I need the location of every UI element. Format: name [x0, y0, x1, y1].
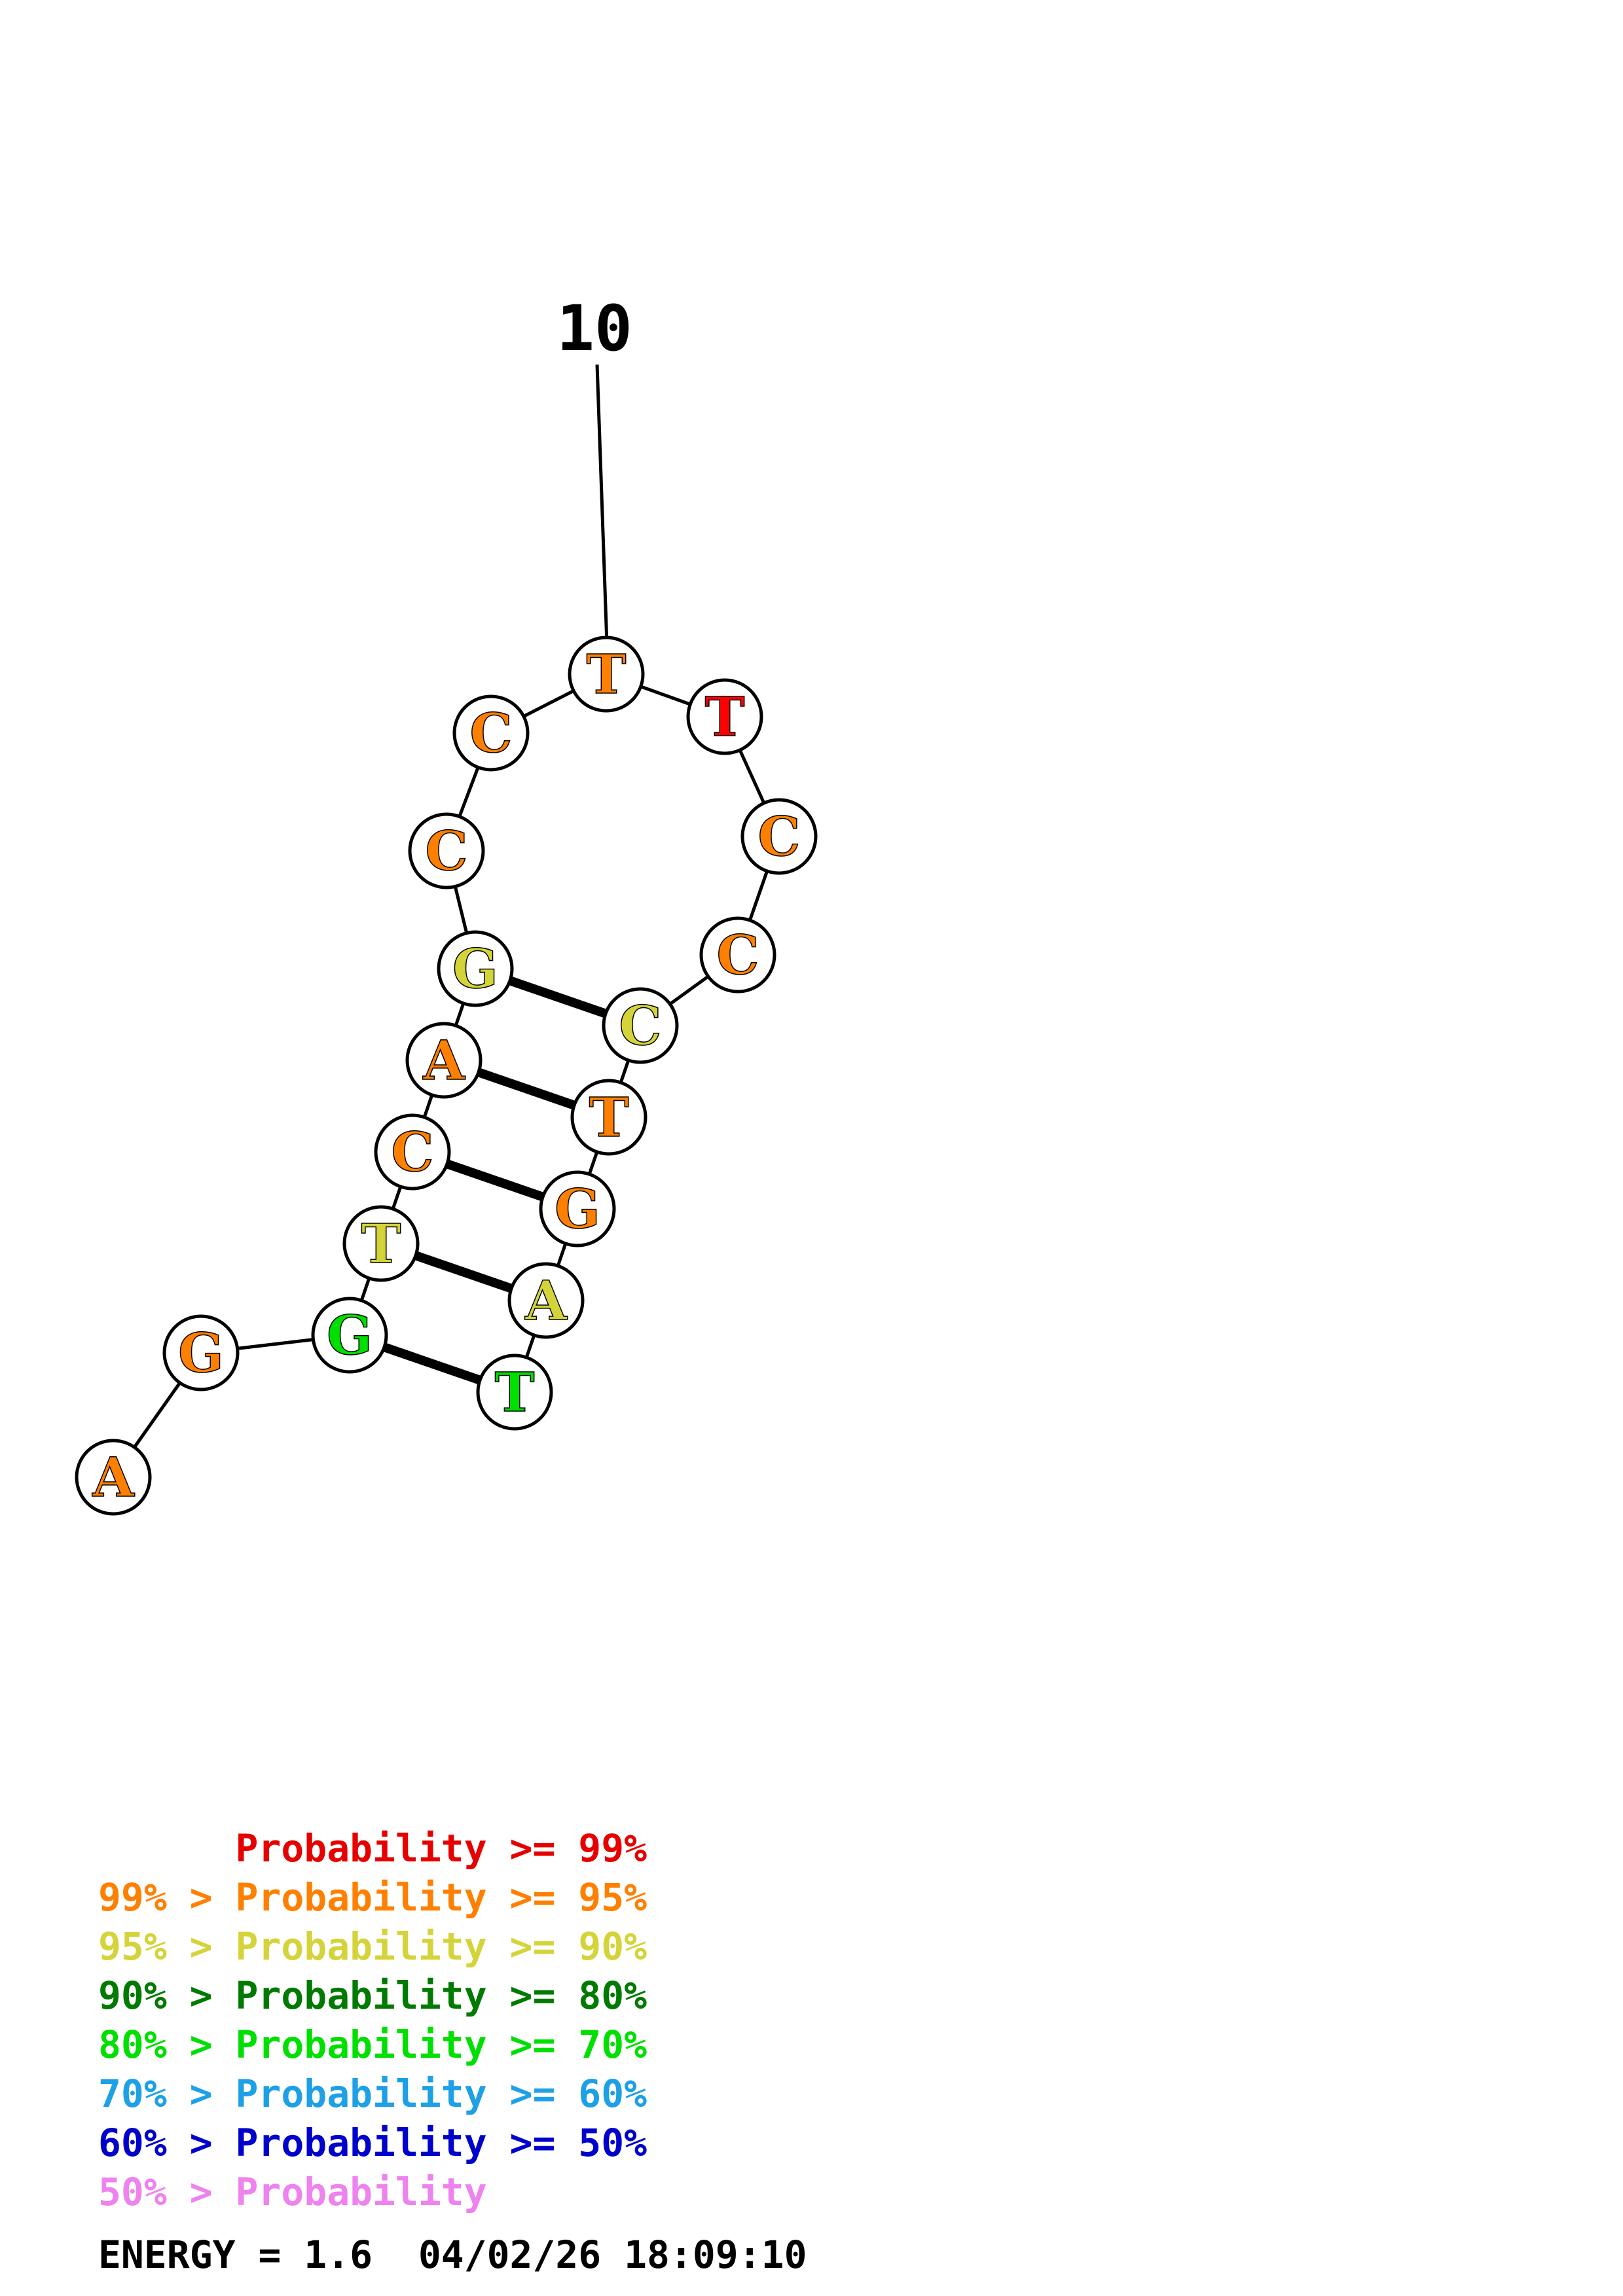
- nucleotide: C: [408, 812, 485, 889]
- nucleotide-circle: [452, 694, 530, 772]
- legend-entry-7: 60% > Probability >= 50%: [98, 2121, 647, 2165]
- nucleotide-circle: [374, 1113, 451, 1191]
- nucleotide-letter: T: [704, 686, 744, 749]
- nucleotide: T: [568, 636, 645, 713]
- nucleotide-letter: T: [361, 1213, 401, 1276]
- nucleotide-circle: [437, 930, 514, 1007]
- legend-entry-3: 95% > Probability >= 90%: [98, 1924, 647, 1969]
- nucleotide: C: [699, 916, 776, 994]
- nucleotide: G: [311, 1297, 388, 1374]
- legend-entry-2: 99% > Probability >= 95%: [98, 1875, 647, 1920]
- legend-entry-6: 70% > Probability >= 60%: [98, 2072, 647, 2116]
- nucleotide-letter: C: [619, 995, 661, 1058]
- nucleotide: T: [476, 1354, 553, 1431]
- nucleotide-letter: C: [391, 1121, 433, 1184]
- nucleotide-letter: A: [422, 1030, 465, 1092]
- nucleotide: T: [686, 678, 763, 755]
- nucleotide: A: [405, 1022, 483, 1099]
- nucleotide-circle: [75, 1439, 152, 1516]
- nucleotide: C: [740, 798, 818, 875]
- nucleotide-letter: C: [469, 702, 512, 765]
- position-label: 10: [556, 292, 632, 365]
- nucleotide-circle: [405, 1022, 483, 1099]
- nucleotide-circle: [740, 798, 818, 875]
- nucleotide: T: [342, 1205, 420, 1282]
- nucleotide: G: [437, 930, 514, 1007]
- nucleotide-letter: G: [452, 938, 498, 1001]
- energy-and-timestamp: ENERGY = 1.6 04/02/26 18:09:10: [98, 2233, 807, 2277]
- nucleotide: G: [162, 1314, 240, 1391]
- nucleotide: C: [452, 694, 530, 772]
- nucleotide-letter: G: [178, 1322, 224, 1385]
- position-label-layer: 10: [556, 292, 632, 645]
- nucleotide-circle: [539, 1170, 616, 1247]
- legend-entry-1: Probability >= 99%: [98, 1826, 647, 1871]
- nucleotide-circle: [570, 1079, 647, 1156]
- nucleotide-letter: C: [716, 924, 759, 987]
- legend-entry-5: 80% > Probability >= 70%: [98, 2022, 647, 2067]
- nucleotide-circle: [686, 678, 763, 755]
- nucleotide-letter: C: [425, 820, 467, 883]
- nucleotide: A: [507, 1262, 585, 1339]
- nucleotide-letter: G: [327, 1304, 373, 1367]
- nucleotide-letter: A: [524, 1270, 568, 1333]
- nucleotide: G: [539, 1170, 616, 1247]
- nucleotide-circle: [408, 812, 485, 889]
- nucleotide: A: [75, 1439, 152, 1516]
- legend-entry-4: 90% > Probability >= 80%: [98, 1973, 647, 2018]
- nucleotide-circle: [342, 1205, 420, 1282]
- nucleotide-letter: T: [494, 1361, 534, 1424]
- nucleotide-letter: C: [757, 806, 800, 869]
- legend-entry-8: 50% > Probability: [98, 2170, 487, 2214]
- nucleotide-letter: T: [589, 1086, 629, 1149]
- nucleotide-circle: [311, 1297, 388, 1374]
- nucleotide: C: [602, 987, 679, 1064]
- nucleotide-letter: T: [586, 643, 626, 706]
- nucleotide-circle: [162, 1314, 240, 1391]
- nucleotide-circle: [507, 1262, 585, 1339]
- nucleotide: C: [374, 1113, 451, 1191]
- nucleotide-circle: [699, 916, 776, 994]
- nucleotide-letter: A: [92, 1446, 135, 1509]
- nucleotide-letter: G: [555, 1178, 600, 1241]
- nucleotide-circle: [602, 987, 679, 1064]
- nucleotide: T: [570, 1079, 647, 1156]
- position-label-tick: [595, 364, 609, 645]
- nucleotide-circle: [476, 1354, 553, 1431]
- nucleotide-circle: [568, 636, 645, 713]
- probability-legend: Probability >= 99% 99% > Probability >= …: [98, 1826, 647, 2214]
